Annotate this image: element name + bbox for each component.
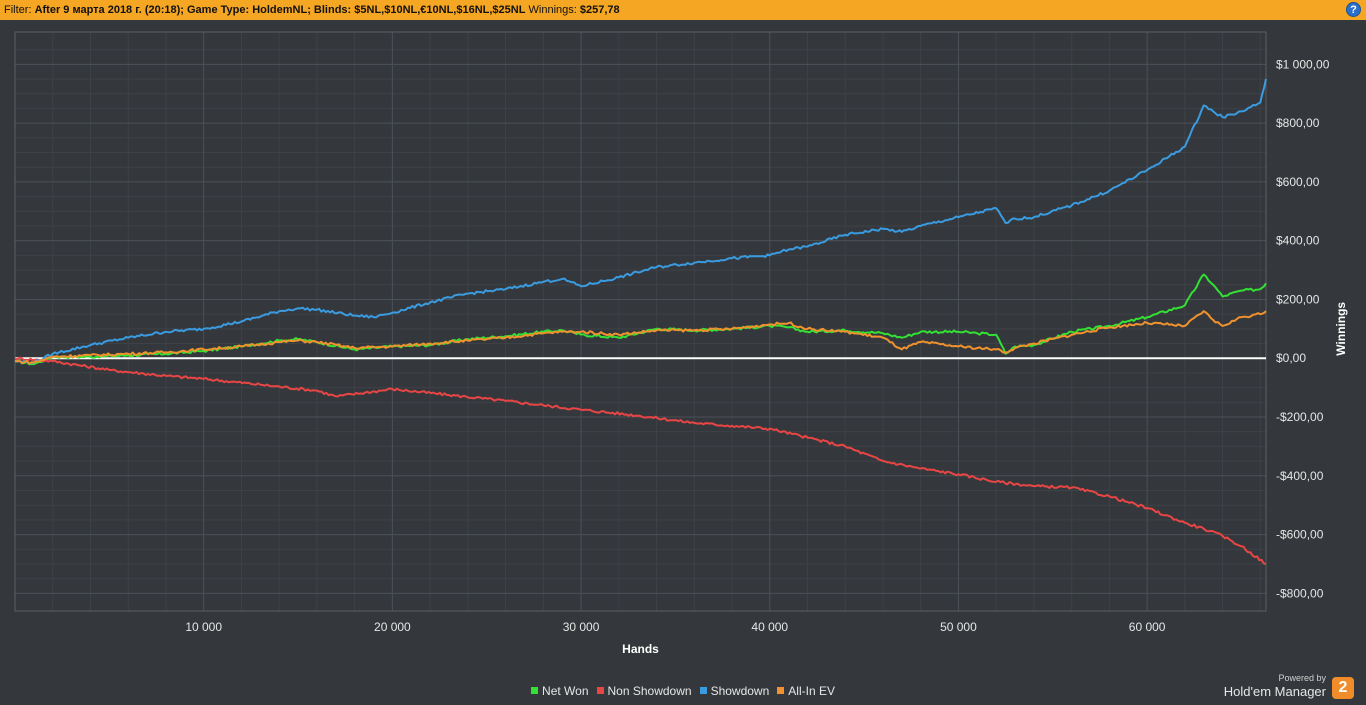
brand-block: Powered by Hold'em Manager 2 — [1224, 673, 1354, 700]
legend-label: Non Showdown — [607, 684, 692, 698]
winnings-chart: $1 000,00 $800,00 $600,00 $400,00 $200,00 $0,… — [14, 31, 1348, 656]
x-tick-label: 50 000 — [940, 620, 977, 634]
legend-swatch — [596, 687, 604, 695]
y-tick-label: $200,00 — [1276, 292, 1320, 306]
y-axis-ticks: $1 000,00 $800,00 $600,00 $400,00 $200,00 $0,… — [1276, 57, 1330, 600]
y-tick-label: -$800,00 — [1276, 586, 1324, 600]
x-axis-ticks: 10 000 20 000 30 000 40 000 50 000 60 000 — [185, 620, 1165, 634]
legend-label: All-In EV — [788, 684, 835, 698]
series-layer — [14, 78, 1267, 565]
legend-swatch — [531, 687, 539, 695]
x-tick-label: 40 000 — [751, 620, 788, 634]
legend-item-net-won[interactable]: Net Won — [531, 684, 589, 698]
legend-item-showdown[interactable]: Showdown — [699, 684, 770, 698]
minor-grid — [15, 32, 1266, 611]
winnings-value: $257,78 — [579, 4, 620, 16]
powered-by-text: Powered by — [1278, 673, 1326, 683]
series-line-all-in-ev — [14, 310, 1267, 365]
y-tick-label: -$400,00 — [1276, 469, 1324, 483]
y-axis-title: Winnings — [1334, 302, 1348, 356]
y-tick-label: $1 000,00 — [1276, 57, 1330, 71]
legend-label: Net Won — [542, 684, 589, 698]
x-axis-title: Hands — [622, 642, 659, 656]
y-tick-label: $800,00 — [1276, 116, 1320, 130]
legend-swatch — [777, 687, 785, 695]
filter-bar: Filter: After 9 марта 2018 г. (20:18); G… — [0, 0, 1366, 20]
x-tick-label: 20 000 — [374, 620, 411, 634]
y-tick-label: $400,00 — [1276, 234, 1320, 248]
legend-item-non-showdown[interactable]: Non Showdown — [596, 684, 692, 698]
x-tick-label: 60 000 — [1129, 620, 1166, 634]
series-line-showdown — [14, 78, 1267, 365]
x-tick-label: 30 000 — [563, 620, 600, 634]
y-tick-label: -$600,00 — [1276, 528, 1324, 542]
brand-name: Hold'em Manager — [1223, 684, 1326, 699]
hm2-logo-icon: 2 — [1332, 677, 1354, 699]
plot-border — [14, 31, 1267, 612]
filter-text: Filter: After 9 марта 2018 г. (20:18); G… — [4, 0, 620, 20]
legend-item-all-in-ev[interactable]: All-In EV — [777, 684, 835, 698]
legend-label: Showdown — [710, 684, 770, 698]
winnings-label: Winnings: — [528, 4, 577, 16]
y-tick-label: $0,00 — [1276, 351, 1306, 365]
chart-legend: Net Won Non Showdown Showdown All-In EV — [0, 684, 1366, 700]
major-grid — [15, 32, 1266, 611]
filter-label: Filter: — [4, 4, 32, 16]
filter-criteria: After 9 марта 2018 г. (20:18); Game Type… — [34, 4, 526, 16]
x-tick-label: 10 000 — [185, 620, 222, 634]
y-tick-label: -$200,00 — [1276, 410, 1324, 424]
question-circle-icon[interactable]: ? — [1346, 2, 1361, 17]
y-tick-label: $600,00 — [1276, 175, 1320, 189]
series-line-net-won — [14, 273, 1267, 366]
legend-swatch — [699, 687, 707, 695]
series-line-non-showdown — [14, 356, 1267, 565]
